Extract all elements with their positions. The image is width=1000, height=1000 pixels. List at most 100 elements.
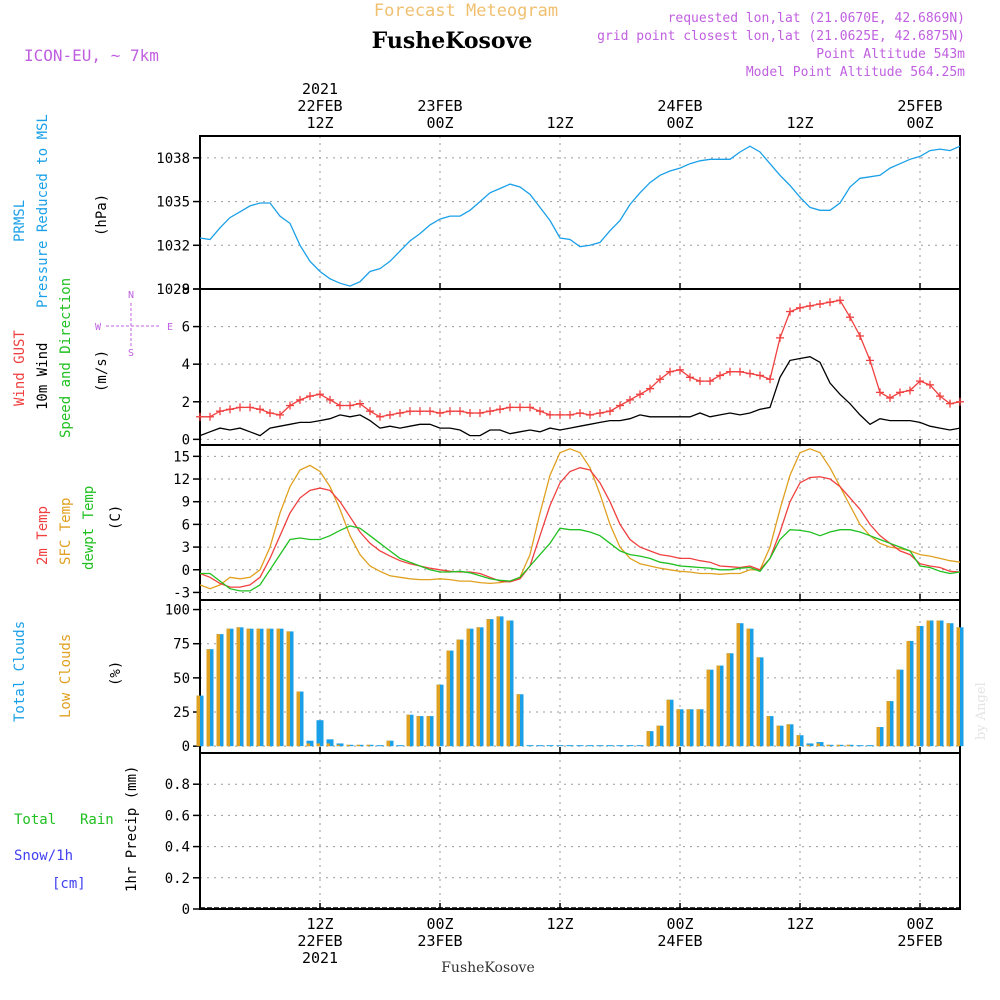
cloud-bar	[836, 744, 844, 747]
cloud-bar	[696, 709, 704, 747]
gust-point	[346, 401, 354, 410]
compass-n: N	[128, 290, 134, 301]
cloud-bar	[756, 657, 764, 747]
meteogram-title: Forecast Meteogram	[374, 1, 558, 21]
cloud-labels: Total Clouds Low Clouds (%)	[12, 621, 124, 722]
low-cloud-bar	[956, 627, 960, 747]
gust-point	[946, 399, 954, 408]
gust-point	[856, 331, 864, 340]
total-cloud-bar	[636, 745, 644, 747]
y-tick-label: 1032	[156, 238, 190, 254]
cloud-bar	[376, 745, 384, 747]
total-cloud-bar	[526, 745, 534, 747]
time-label-bottom: 12Z	[306, 915, 333, 933]
total-cloud-bar	[316, 720, 324, 747]
gust-point	[246, 403, 254, 412]
y-tick-label: 1035	[156, 195, 190, 211]
gust-point	[646, 384, 654, 393]
low-cloud-bar	[266, 628, 270, 747]
gust-point	[926, 380, 934, 389]
gust-label: Wind GUST	[12, 330, 28, 406]
low-cloud-bar	[716, 665, 720, 747]
cloud-bar	[396, 745, 404, 747]
panel-3: 0 25 50 75 100	[165, 599, 961, 755]
total-cloud-bar	[546, 745, 554, 747]
y-tick-label: 25	[173, 705, 190, 721]
y-tick-label: 6	[182, 320, 190, 336]
total-cloud-bar	[866, 745, 874, 747]
low-cloud-bar	[666, 699, 670, 747]
gust-point	[576, 409, 584, 418]
cloud-bar	[766, 716, 774, 747]
low-cloud-bar	[896, 669, 900, 747]
panel-4: 0 0.2 0.4 0.6 0.8	[165, 752, 961, 918]
low-cloud-bar	[226, 628, 230, 747]
cloud-bar	[786, 724, 794, 747]
wind-speed-line	[199, 356, 961, 437]
cloud-bar	[216, 634, 224, 747]
time-label-top: 00Z	[906, 114, 933, 132]
wind-unit: (m/s)	[94, 350, 110, 392]
cloud-bar	[546, 745, 554, 747]
cloud-bar	[706, 669, 714, 747]
gust-point	[866, 356, 874, 365]
gust-point	[386, 410, 394, 419]
gust-point	[746, 369, 754, 378]
gust-point	[636, 390, 644, 399]
cloud-bar	[686, 709, 694, 747]
cloud-bar	[476, 627, 484, 747]
gust-point	[206, 412, 214, 421]
cloud-bar	[726, 653, 734, 747]
gust-point	[816, 300, 824, 309]
cloud-bar	[626, 745, 634, 747]
gust-point	[286, 401, 294, 410]
sfc-temp-line	[199, 448, 961, 590]
time-label-bottom: 00Z	[666, 915, 693, 933]
cloud-bar	[436, 684, 444, 747]
time-label-top: 12Z	[546, 114, 573, 132]
gust-point	[876, 388, 884, 397]
cloud-bar	[816, 742, 824, 747]
gust-point	[836, 296, 844, 305]
total-cloud-bar	[586, 745, 594, 747]
low-cloud-bar	[516, 694, 520, 747]
y-tick-label: 0	[182, 739, 190, 755]
total-cloud-bar	[376, 745, 384, 747]
pressure-labels: PRMSL Pressure Reduced to MSL (hPa)	[12, 114, 110, 308]
requested-coords: requested lon,lat (21.0670E, 42.6869N)	[668, 11, 965, 26]
gust-point	[936, 392, 944, 401]
y-tick-label: 0.6	[165, 808, 190, 824]
y-tick-label: 75	[173, 637, 190, 653]
gust-point	[216, 407, 224, 416]
gust-point	[476, 409, 484, 418]
gust-point	[566, 410, 574, 419]
low-cloud-bar	[276, 628, 280, 747]
cloud-bar	[496, 616, 504, 747]
low-cloud-bar	[916, 625, 920, 747]
pressure-label-1: PRMSL	[12, 200, 28, 242]
time-label-bottom: 2021	[302, 949, 338, 967]
low-cloud-bar	[886, 701, 890, 747]
gust-point	[756, 371, 764, 380]
gust-point	[396, 409, 404, 418]
gust-point	[706, 377, 714, 386]
gust-point	[806, 301, 814, 310]
time-label-top: 12Z	[786, 114, 813, 132]
low-cloud-bar	[826, 744, 830, 747]
pressure-label-2: Pressure Reduced to MSL	[35, 114, 51, 308]
panel-frame	[199, 752, 961, 910]
cloud-bar	[426, 716, 434, 747]
time-label-bottom: 00Z	[426, 915, 453, 933]
time-label-bottom: 25FEB	[897, 932, 942, 950]
low-cloud-bar	[816, 743, 820, 747]
total-cloud-bar	[396, 745, 404, 747]
y-tick-label: 100	[165, 603, 190, 619]
total-cloud-bar	[556, 745, 564, 747]
gust-point	[256, 405, 264, 414]
time-label-bottom: 24FEB	[657, 932, 702, 950]
gust-point	[626, 395, 634, 404]
y-tick-label: 3	[182, 540, 190, 556]
compass-rose: N S W E	[95, 290, 173, 359]
gust-point	[776, 333, 784, 342]
